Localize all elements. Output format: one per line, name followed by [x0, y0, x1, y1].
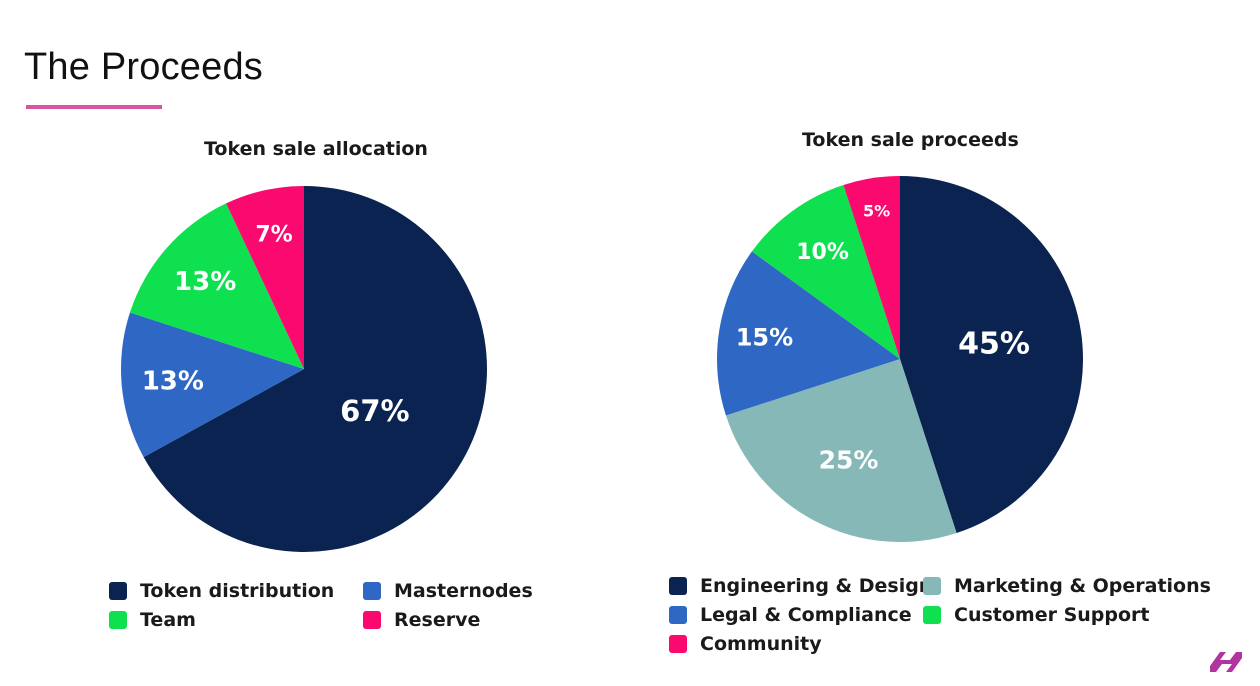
page-title: The Proceeds — [24, 46, 263, 88]
chart-title-allocation: Token sale allocation — [204, 138, 428, 160]
title-underline — [26, 105, 162, 109]
legend-item: Customer Support — [923, 604, 1150, 626]
slice-label: 13% — [174, 267, 236, 297]
legend-label: Reserve — [394, 609, 481, 631]
legend-swatch — [669, 635, 687, 653]
slice-label: 5% — [863, 201, 890, 220]
legend-label: Customer Support — [954, 604, 1150, 626]
slice-label: 67% — [340, 394, 409, 428]
legend-swatch — [109, 582, 127, 600]
legend-label: Token distribution — [140, 580, 335, 602]
legend-item: Marketing & Operations — [923, 575, 1211, 597]
chart-title-proceeds: Token sale proceeds — [802, 129, 1019, 151]
pie-chart-proceeds: 45% 25% 15% 10% 5% — [717, 176, 1083, 542]
pie-slice — [129, 203, 304, 369]
slice-label: 13% — [142, 366, 204, 396]
legend-item: Reserve — [363, 609, 480, 631]
legend-swatch — [923, 577, 941, 595]
legend-swatch — [669, 577, 687, 595]
pie-slice — [717, 251, 900, 416]
pie-slice — [843, 176, 900, 359]
legend-label: Legal & Compliance — [700, 604, 912, 626]
h-logo-icon — [1210, 652, 1242, 672]
legend-swatch — [109, 611, 127, 629]
slice-label: 7% — [255, 223, 292, 248]
legend-item: Token distribution — [109, 580, 334, 602]
pie-slice — [900, 176, 1083, 534]
legend-item: Team — [109, 609, 196, 631]
legend-item: Engineering & Design — [669, 575, 932, 597]
legend-swatch — [669, 606, 687, 624]
slice-label: 15% — [736, 324, 793, 352]
legend-item: Masternodes — [363, 580, 533, 602]
pie-slice — [143, 186, 488, 552]
legend-label: Marketing & Operations — [954, 575, 1211, 597]
legend-label: Engineering & Design — [700, 575, 933, 597]
legend-swatch — [363, 611, 381, 629]
legend-swatch — [363, 582, 381, 600]
slice-label: 25% — [819, 446, 879, 475]
pie-slice — [226, 186, 304, 369]
slice-label: 45% — [958, 327, 1030, 362]
legend-label: Community — [700, 633, 822, 655]
slice-label: 10% — [796, 240, 849, 265]
pie-slice — [751, 184, 900, 359]
legend-swatch — [923, 606, 941, 624]
legend-label: Team — [140, 609, 196, 631]
pie-slice — [725, 359, 957, 542]
legend-label: Masternodes — [394, 580, 533, 602]
legend-item: Legal & Compliance — [669, 604, 912, 626]
pie-chart-allocation: 67% 13% 13% 7% — [121, 186, 488, 552]
pie-slice — [121, 312, 305, 458]
legend-item: Community — [669, 633, 822, 655]
